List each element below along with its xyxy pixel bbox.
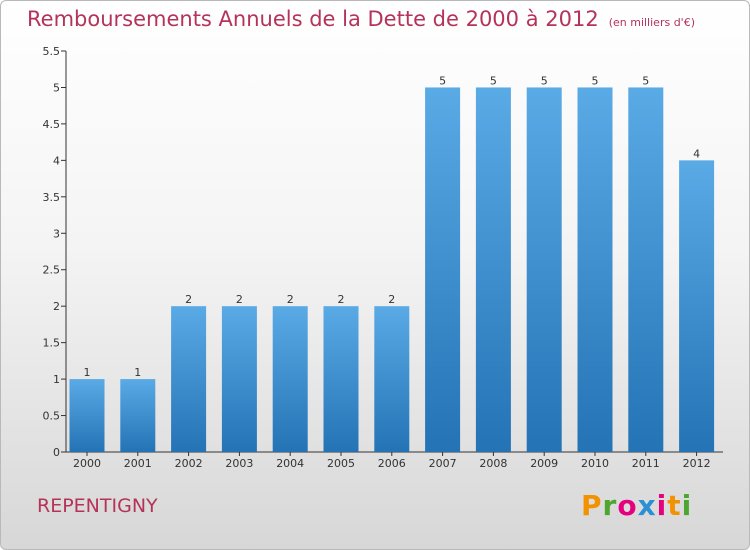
x-tick-label-2005: 2005 [327,457,355,470]
y-tick-label: 1.5 [43,337,61,350]
value-label-2012: 4 [693,147,700,160]
x-tick-label-2004: 2004 [276,457,304,470]
bar-2009 [526,87,562,453]
chart-unit-note: (en milliers d'€) [608,16,695,29]
value-label-2002: 2 [185,293,192,306]
value-label-2008: 5 [490,74,497,87]
logo-letter: o [617,489,638,522]
x-tick-label-2006: 2006 [378,457,406,470]
bar-2004 [272,306,308,452]
commune-name: REPENTIGNY [37,495,158,517]
logo-letter: P [581,489,603,522]
y-tick-label: 3.5 [43,191,61,204]
bar-2010 [577,87,613,453]
bar-2011 [628,87,664,453]
bar-2001 [120,379,156,452]
logo-letter: r [602,489,618,522]
x-tick-label-2000: 2000 [73,457,101,470]
value-label-2005: 2 [338,293,345,306]
x-tick-label-2001: 2001 [124,457,152,470]
y-tick-label: 0 [53,446,60,459]
y-tick-label: 4 [53,154,60,167]
x-tick-label-2003: 2003 [225,457,253,470]
x-axis: 2000 2001 2002 2003 2004 2005 2006 2007 2008 2009… [66,451,723,470]
y-tick-label: 1 [53,373,60,386]
y-tick-label: 2 [53,300,60,313]
bar-2005 [323,306,359,452]
value-label-2006: 2 [388,293,395,306]
value-label-2001: 1 [134,366,141,379]
value-label-2009: 5 [541,74,548,87]
value-label-2000: 1 [84,366,91,379]
value-label-2010: 5 [592,74,599,87]
y-tick-label: 5 [53,81,60,94]
y-tick-label: 5.5 [43,45,61,58]
y-tick-label: 2.5 [43,264,61,277]
x-tick-label-2010: 2010 [581,457,609,470]
bar-2002 [171,306,207,452]
logo-letter: i [656,489,668,522]
value-label-2007: 5 [439,74,446,87]
x-tick-label-2007: 2007 [429,457,457,470]
x-tick-label-2002: 2002 [175,457,203,470]
bar-2003 [221,306,257,452]
bar-2012 [679,160,715,452]
y-axis: 0 0.5 1 1.5 2 2.5 3 3.5 4 4.5 5 5.5 [43,45,67,459]
x-tick-label-2012: 2012 [683,457,711,470]
bar-2006 [374,306,410,452]
x-tick-label-2009: 2009 [530,457,558,470]
logo-letter: t [667,489,682,522]
value-label-2004: 2 [287,293,294,306]
x-tick-label-2011: 2011 [632,457,660,470]
proxiti-logo: Proxiti [581,489,692,522]
value-label-2003: 2 [236,293,243,306]
logo-letter: x [637,489,657,522]
bar-2007 [425,87,461,453]
y-tick-label: 3 [53,227,60,240]
bar-2008 [475,87,511,453]
chart-title-text: Remboursements Annuels de la Dette de 20… [27,7,599,31]
x-tick-label-2008: 2008 [479,457,507,470]
y-tick-label: 4.5 [43,118,61,131]
chart-title: Remboursements Annuels de la Dette de 20… [27,7,695,31]
y-tick-label: 0.5 [43,410,61,423]
bar-2000 [69,379,105,452]
logo-letter: i [681,489,693,522]
bars [69,87,715,453]
value-labels: 1 1 2 2 2 2 2 5 5 5 5 5 4 [84,74,701,379]
value-label-2011: 5 [642,74,649,87]
